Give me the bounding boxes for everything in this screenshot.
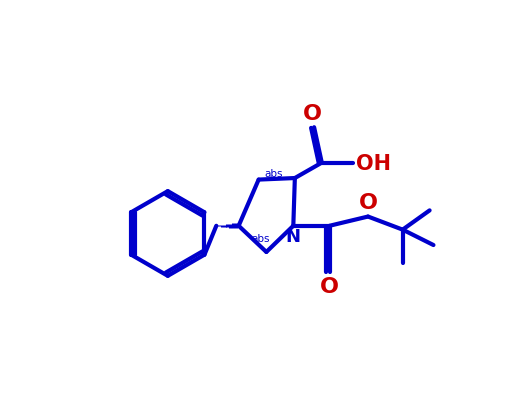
Text: abs: abs xyxy=(265,169,284,179)
Text: O: O xyxy=(358,192,378,212)
Text: OH: OH xyxy=(356,153,391,173)
Text: O: O xyxy=(303,104,322,124)
Text: N: N xyxy=(286,228,301,246)
Text: O: O xyxy=(320,276,339,296)
Text: abs: abs xyxy=(251,234,269,244)
